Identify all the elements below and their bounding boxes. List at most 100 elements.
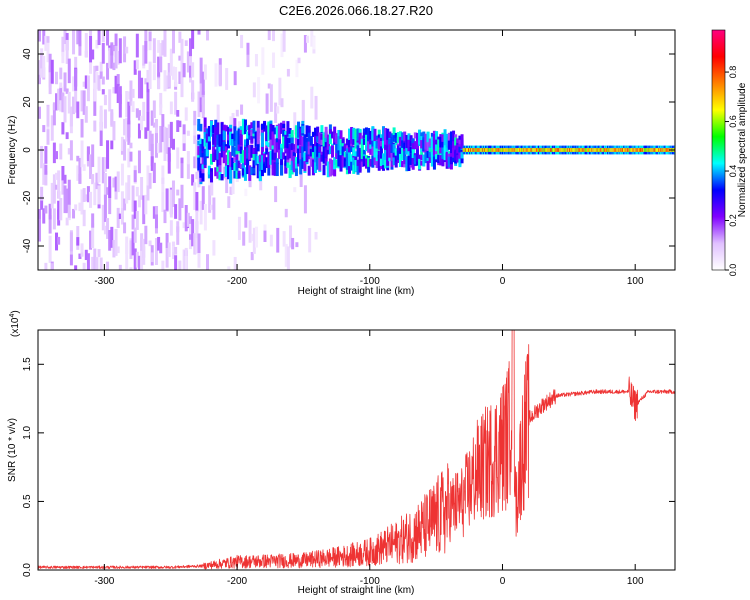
- heatmap-cell: [649, 148, 652, 152]
- heatmap-cell: [89, 191, 93, 208]
- heatmap-cell: [112, 45, 116, 52]
- heatmap-cell: [608, 148, 610, 152]
- heatmap-cell: [250, 233, 254, 242]
- heatmap-cell: [55, 172, 59, 180]
- heatmap-cell: [432, 135, 436, 141]
- heatmap-cell: [129, 267, 133, 270]
- heatmap-cell: [38, 74, 41, 85]
- heatmap-cell: [80, 140, 84, 168]
- heatmap-cell: [415, 149, 419, 162]
- heatmap-cell: [80, 90, 84, 112]
- x-tick-label: -100: [360, 576, 380, 587]
- heatmap-cell: [229, 116, 233, 133]
- heatmap-cell: [231, 157, 235, 168]
- heatmap-cell: [91, 144, 95, 168]
- heatmap-cell: [142, 63, 146, 69]
- heatmap-cell: [178, 31, 182, 43]
- heatmap-cell: [377, 154, 381, 171]
- heatmap-cell: [467, 148, 470, 152]
- heatmap-cell: [362, 139, 366, 145]
- heatmap-cell: [161, 260, 165, 270]
- heatmap-cell: [519, 148, 522, 152]
- heatmap-cell: [154, 214, 158, 229]
- heatmap-cell: [286, 148, 290, 160]
- heatmap-cell: [629, 148, 632, 152]
- heatmap-cell: [209, 153, 213, 165]
- heatmap-cell: [303, 35, 307, 53]
- heatmap-cell: [250, 136, 254, 143]
- heatmap-cell: [288, 138, 292, 144]
- heatmap-cell: [602, 148, 605, 152]
- heatmap-cell: [159, 43, 163, 59]
- heatmap-cell: [237, 216, 241, 240]
- heatmap-cell: [201, 97, 205, 118]
- heatmap-cell: [661, 148, 663, 152]
- heatmap-cell: [135, 108, 139, 118]
- heatmap-cell: [101, 204, 105, 231]
- heatmap-cell: [59, 86, 63, 105]
- heatmap-cell: [220, 144, 224, 158]
- heatmap-cell: [42, 208, 46, 224]
- heatmap-cell: [295, 59, 299, 78]
- heatmap-cell: [280, 161, 284, 176]
- heatmap-cell: [72, 30, 76, 48]
- heatmap-cell: [112, 177, 116, 188]
- heatmap-cell: [144, 30, 148, 51]
- heatmap-cell: [529, 148, 532, 152]
- heatmap-cell: [129, 142, 133, 149]
- heatmap-cell: [290, 149, 294, 166]
- heatmap-cell: [248, 144, 252, 160]
- heatmap-cell: [99, 105, 103, 131]
- heatmap-cell: [212, 146, 216, 153]
- heatmap-cell: [246, 125, 250, 131]
- heatmap-cell: [65, 132, 69, 140]
- heatmap-cell: [165, 188, 169, 211]
- heatmap-cell: [209, 126, 213, 133]
- heatmap-cell: [306, 35, 310, 43]
- heatmap-cell: [207, 132, 211, 145]
- heatmap-cell: [430, 151, 434, 167]
- heatmap-cell: [335, 159, 339, 168]
- heatmap-cell: [131, 185, 135, 212]
- heatmap-cell: [612, 148, 615, 152]
- heatmap-cell: [224, 165, 228, 177]
- heatmap-cell: [289, 225, 293, 248]
- heatmap-cell: [169, 101, 173, 115]
- heatmap-cell: [46, 129, 50, 145]
- heatmap-cell: [61, 36, 65, 57]
- heatmap-cell: [86, 253, 90, 270]
- heatmap-cell: [106, 218, 110, 239]
- heatmap-cell: [248, 131, 252, 140]
- heatmap-cell: [216, 162, 220, 174]
- heatmap-cell: [570, 148, 573, 152]
- heatmap-cell: [544, 148, 547, 152]
- heatmap-cell: [277, 138, 281, 150]
- heatmap-cell: [199, 91, 203, 113]
- heatmap-cell: [223, 166, 227, 179]
- heatmap-cell: [97, 249, 101, 258]
- heatmap-cell: [352, 147, 356, 156]
- heatmap-cell: [252, 168, 256, 174]
- heatmap-cell: [243, 119, 247, 135]
- heatmap-cell: [637, 148, 640, 152]
- heatmap-cell: [307, 141, 311, 147]
- heatmap-cell: [559, 148, 562, 152]
- heatmap-cell: [290, 143, 294, 151]
- heatmap-cell: [140, 77, 144, 99]
- heatmap-cell: [191, 219, 195, 247]
- y-tick-label: -40: [22, 238, 33, 253]
- heatmap-cell: [99, 257, 103, 270]
- heatmap-cell: [152, 162, 156, 184]
- heatmap-cell: [473, 148, 476, 152]
- heatmap-cell: [619, 148, 622, 152]
- heatmap-cell: [123, 198, 127, 211]
- heatmap-cell: [280, 98, 284, 108]
- heatmap-cell: [57, 200, 61, 220]
- heatmap-cell: [148, 130, 152, 151]
- heatmap-cell: [274, 102, 278, 124]
- heatmap-cell: [307, 130, 311, 145]
- heatmap-cell: [375, 161, 379, 168]
- heatmap-cell: [354, 128, 358, 140]
- heatmap-cell: [348, 152, 352, 167]
- heatmap-cell: [616, 148, 619, 152]
